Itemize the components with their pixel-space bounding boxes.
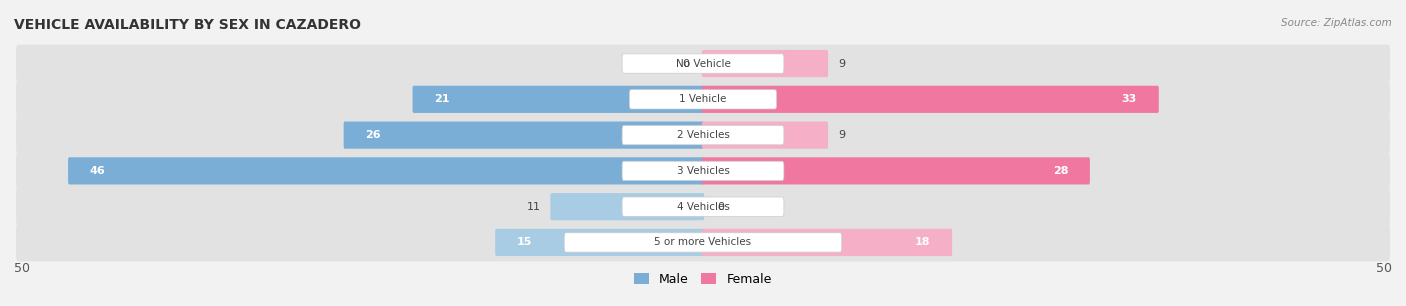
FancyBboxPatch shape [621,161,785,181]
FancyBboxPatch shape [621,197,785,216]
Text: 9: 9 [838,58,845,69]
FancyBboxPatch shape [15,188,1391,226]
FancyBboxPatch shape [702,121,828,149]
Text: 3 Vehicles: 3 Vehicles [676,166,730,176]
Text: 11: 11 [526,202,540,212]
FancyBboxPatch shape [702,86,1159,113]
Text: 33: 33 [1122,94,1137,104]
FancyBboxPatch shape [15,116,1391,154]
Text: 0: 0 [682,58,689,69]
Text: 1 Vehicle: 1 Vehicle [679,94,727,104]
FancyBboxPatch shape [412,86,704,113]
FancyBboxPatch shape [550,193,704,220]
Text: 9: 9 [838,130,845,140]
FancyBboxPatch shape [702,229,952,256]
FancyBboxPatch shape [15,152,1391,190]
FancyBboxPatch shape [15,223,1391,261]
FancyBboxPatch shape [564,233,842,252]
Text: 4 Vehicles: 4 Vehicles [676,202,730,212]
FancyBboxPatch shape [630,90,776,109]
FancyBboxPatch shape [702,50,828,77]
Text: 50: 50 [14,262,30,275]
Text: No Vehicle: No Vehicle [675,58,731,69]
FancyBboxPatch shape [702,157,1090,185]
Text: 15: 15 [517,237,533,248]
Text: 46: 46 [90,166,105,176]
FancyBboxPatch shape [15,45,1391,83]
Text: 50: 50 [1376,262,1392,275]
Text: 0: 0 [717,202,724,212]
Text: 2 Vehicles: 2 Vehicles [676,130,730,140]
Text: VEHICLE AVAILABILITY BY SEX IN CAZADERO: VEHICLE AVAILABILITY BY SEX IN CAZADERO [14,18,361,32]
FancyBboxPatch shape [495,229,704,256]
Text: 18: 18 [915,237,931,248]
FancyBboxPatch shape [621,125,785,145]
Text: 26: 26 [366,130,381,140]
Legend: Male, Female: Male, Female [630,268,776,291]
Text: 28: 28 [1053,166,1069,176]
FancyBboxPatch shape [67,157,704,185]
FancyBboxPatch shape [621,54,785,73]
Text: Source: ZipAtlas.com: Source: ZipAtlas.com [1281,18,1392,28]
FancyBboxPatch shape [15,80,1391,118]
Text: 5 or more Vehicles: 5 or more Vehicles [654,237,752,248]
FancyBboxPatch shape [343,121,704,149]
Text: 21: 21 [434,94,450,104]
